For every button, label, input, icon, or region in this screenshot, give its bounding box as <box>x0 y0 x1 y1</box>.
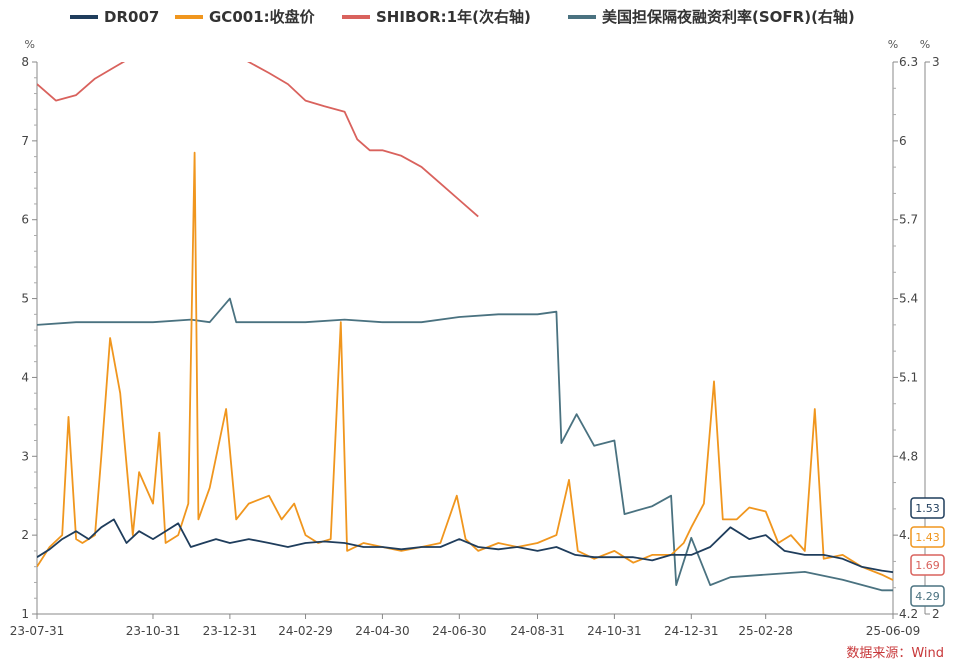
right-tick-label: 5.7 <box>899 213 918 227</box>
secondary-right-tick-label: 3 <box>932 55 940 69</box>
end-value-box <box>910 585 945 607</box>
right-tick-label: 5.1 <box>899 370 918 384</box>
left-tick-label: 1 <box>21 607 29 621</box>
end-value-box <box>910 554 945 576</box>
series-line <box>37 151 894 581</box>
left-tick-label: 3 <box>21 449 29 463</box>
legend: DR007 GC001:收盘价 SHIBOR:1年(次右轴) 美国担保隔夜融资利率(S… <box>70 8 855 26</box>
series-line <box>37 518 894 574</box>
secondary-right-axis-unit: % <box>920 38 930 51</box>
x-tick-label: 24-10-31 <box>587 624 641 638</box>
legend-label: 美国担保隔夜融资利率(SOFR)(右轴) <box>602 8 855 26</box>
left-tick-label: 7 <box>21 134 29 148</box>
left-tick-label: 2 <box>21 528 29 542</box>
x-tick-label: 23-12-31 <box>203 624 257 638</box>
left-tick-label: 4 <box>21 370 29 384</box>
end-value-label: 4.29 <box>915 590 940 603</box>
x-tick-label: 25-02-28 <box>738 624 792 638</box>
end-labels: 1.53 1.43 1.69 4.29 <box>910 497 945 607</box>
right-tick-label: 4.8 <box>899 449 918 463</box>
right-axis-unit: % <box>888 38 898 51</box>
end-value-box <box>910 526 945 548</box>
x-tick-label: 24-06-30 <box>432 624 486 638</box>
legend-label: GC001:收盘价 <box>209 8 316 26</box>
right-tick-label: 5.4 <box>899 292 918 306</box>
x-tick-label: 24-02-29 <box>278 624 332 638</box>
end-value-box <box>910 497 945 519</box>
end-value-label: 1.43 <box>915 531 940 544</box>
left-tick-label: 8 <box>21 55 29 69</box>
right-tick-label: 4.2 <box>899 607 918 621</box>
legend-label: SHIBOR:1年(次右轴) <box>376 8 531 26</box>
plot-area <box>37 62 894 592</box>
x-tick-label: 23-07-31 <box>10 624 64 638</box>
x-tick-label: 24-12-31 <box>664 624 718 638</box>
left-axis-unit: % <box>25 38 35 51</box>
right-tick-label: 6 <box>899 134 907 148</box>
end-value-label: 1.69 <box>915 559 940 572</box>
x-tick-label: 23-10-31 <box>126 624 180 638</box>
source-note: 数据来源：Wind <box>846 646 944 661</box>
x-tick-label: 24-08-31 <box>510 624 564 638</box>
series-line <box>37 297 893 592</box>
legend-label: DR007 <box>104 8 159 26</box>
secondary-right-tick-label: 2 <box>932 607 940 621</box>
end-value-label: 1.53 <box>915 502 940 515</box>
left-tick-label: 6 <box>21 213 29 227</box>
x-tick-label: 25-06-09 <box>866 624 920 638</box>
axes: %% %123456784.24.54.85.15.45.766.32323-07… <box>10 38 940 638</box>
left-tick-label: 5 <box>21 292 29 306</box>
right-tick-label: 6.3 <box>899 55 918 69</box>
series-line <box>37 62 479 218</box>
x-tick-label: 24-04-30 <box>355 624 409 638</box>
